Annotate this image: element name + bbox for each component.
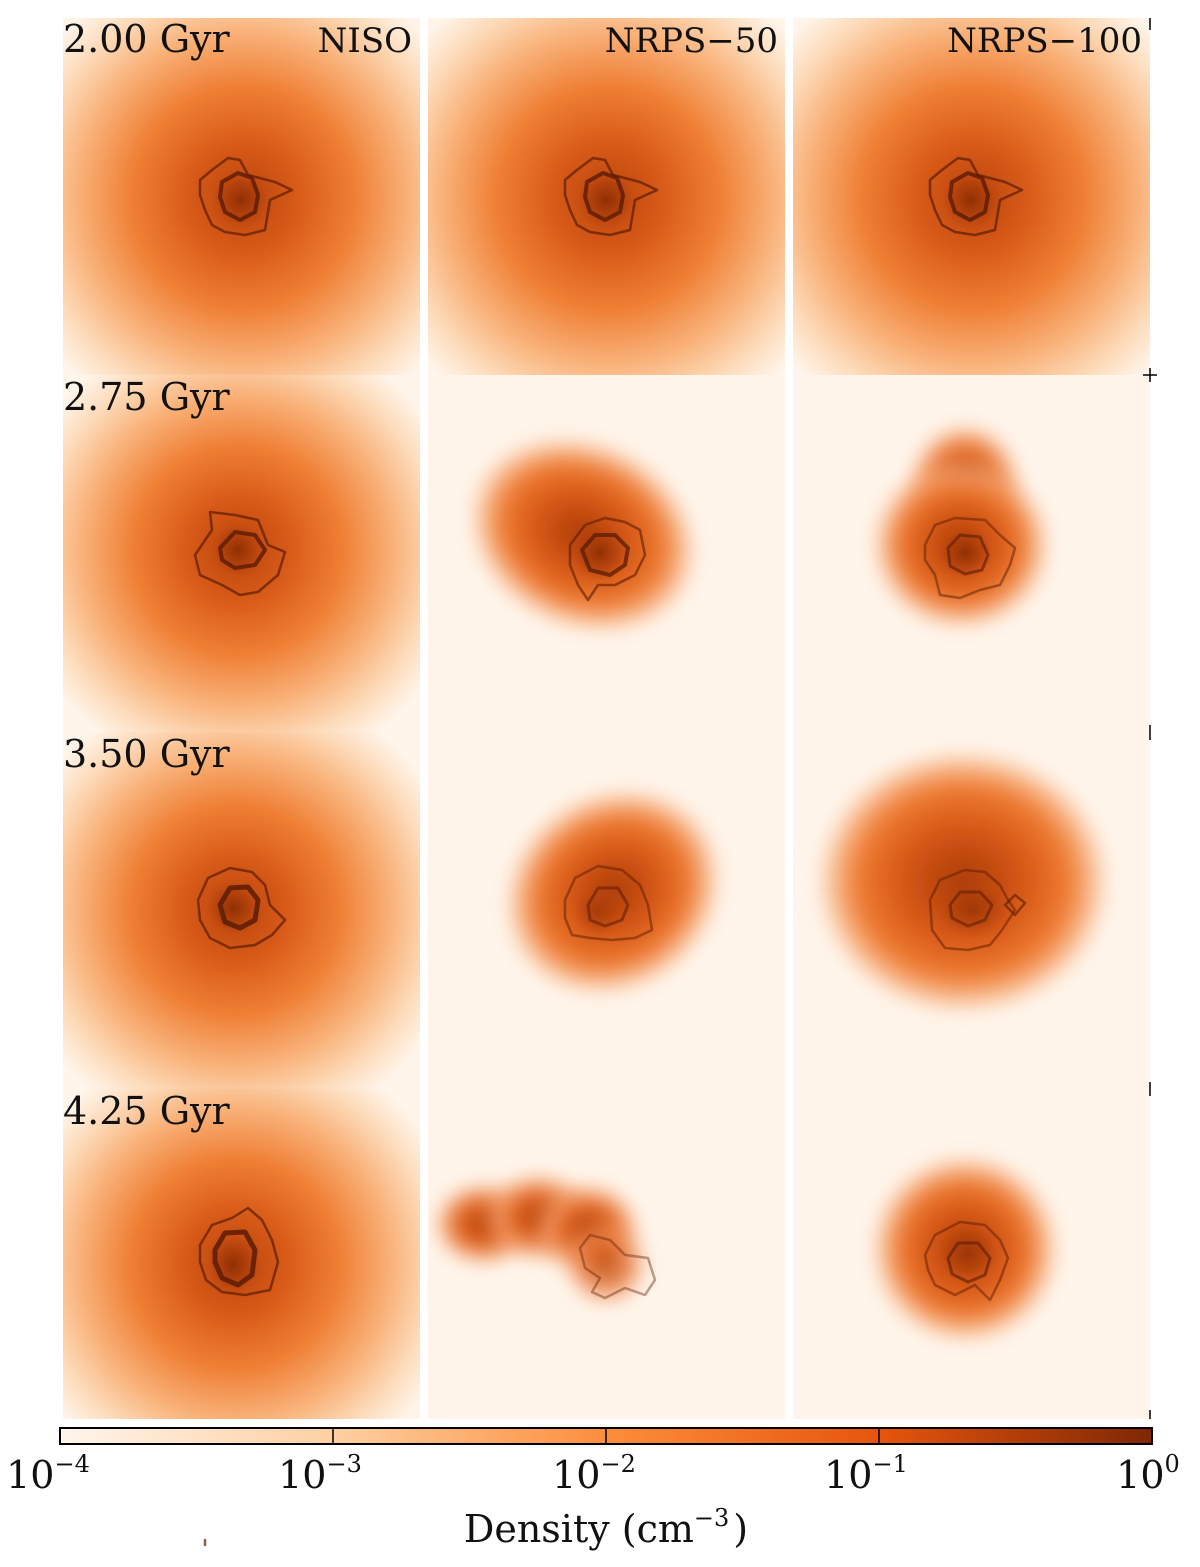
panel-separators xyxy=(420,18,793,1419)
contour-inner xyxy=(580,533,630,577)
contour-outer xyxy=(578,1233,657,1300)
dense-core xyxy=(938,1224,998,1284)
contour-outer xyxy=(923,516,1017,600)
time-label-row-3: 3.50 Gyr xyxy=(63,732,231,776)
contour-outer xyxy=(563,156,659,237)
contour-inner xyxy=(218,530,267,570)
contour-inner xyxy=(583,171,625,222)
dense-core xyxy=(933,880,1013,940)
dense-core xyxy=(570,523,630,583)
column-title-nrps-100: NRPS−100 xyxy=(947,21,1142,61)
contour-outer xyxy=(928,156,1024,237)
colorbar-tick-label: 10−2 xyxy=(552,1450,636,1497)
contour-inner xyxy=(946,533,990,576)
contour-outer xyxy=(198,156,294,237)
contour-inner xyxy=(212,1229,258,1288)
row-4-25-gyr xyxy=(63,1089,1060,1419)
contour-outer xyxy=(923,1220,1010,1302)
contour-inner xyxy=(946,1241,992,1284)
stripped-gas xyxy=(566,1224,646,1304)
column-title-nrps-50: NRPS−50 xyxy=(605,21,778,61)
row-labels: 2.00 Gyr 2.75 Gyr 3.50 Gyr 4.25 Gyr xyxy=(63,17,231,1133)
colorbar-tick-labels: 10−4 10−3 10−2 10−1 100 xyxy=(6,1450,1180,1497)
contour-inner xyxy=(1003,893,1027,917)
contour-outer xyxy=(196,866,287,950)
row-2-75-gyr xyxy=(63,375,1051,732)
row-2-00-gyr xyxy=(63,18,1150,375)
colorbar-tick-label: 10−3 xyxy=(278,1450,362,1497)
time-label-row-2: 2.75 Gyr xyxy=(63,375,231,419)
colorbar-tick-label: 10−4 xyxy=(6,1450,90,1497)
colorbar-label: Density (cm−3) xyxy=(464,1504,748,1551)
colorbar-tick-label: 100 xyxy=(1116,1450,1180,1497)
gap xyxy=(420,18,428,1419)
colorbar-tick-label: 10−1 xyxy=(824,1450,908,1497)
contour-inner xyxy=(948,890,994,928)
contour-inner xyxy=(218,171,260,222)
time-label-row-1: 2.00 Gyr xyxy=(63,17,231,61)
contour-outer xyxy=(928,868,1017,952)
contour-outer xyxy=(568,516,647,602)
time-label-row-4: 4.25 Gyr xyxy=(63,1089,231,1133)
contour-outer xyxy=(563,864,654,942)
contour-inner xyxy=(948,171,990,222)
column-titles: NISO NRPS−50 NRPS−100 xyxy=(318,21,1142,61)
row-3-50-gyr xyxy=(63,732,1113,1089)
column-title-niso: NISO xyxy=(318,21,412,61)
dense-core xyxy=(572,886,624,938)
colorbar: 10−4 10−3 10−2 10−1 100 Density (cm−3) xyxy=(6,1427,1180,1551)
gap xyxy=(785,18,793,1419)
contour-inner xyxy=(586,886,630,928)
contour-outer xyxy=(193,510,287,597)
contour-outer xyxy=(198,1206,280,1297)
colorbar-ticks xyxy=(332,1428,880,1444)
stellar-contours xyxy=(193,156,1027,1547)
contour-inner xyxy=(217,884,261,931)
right-edge-ticks xyxy=(1143,18,1157,1419)
